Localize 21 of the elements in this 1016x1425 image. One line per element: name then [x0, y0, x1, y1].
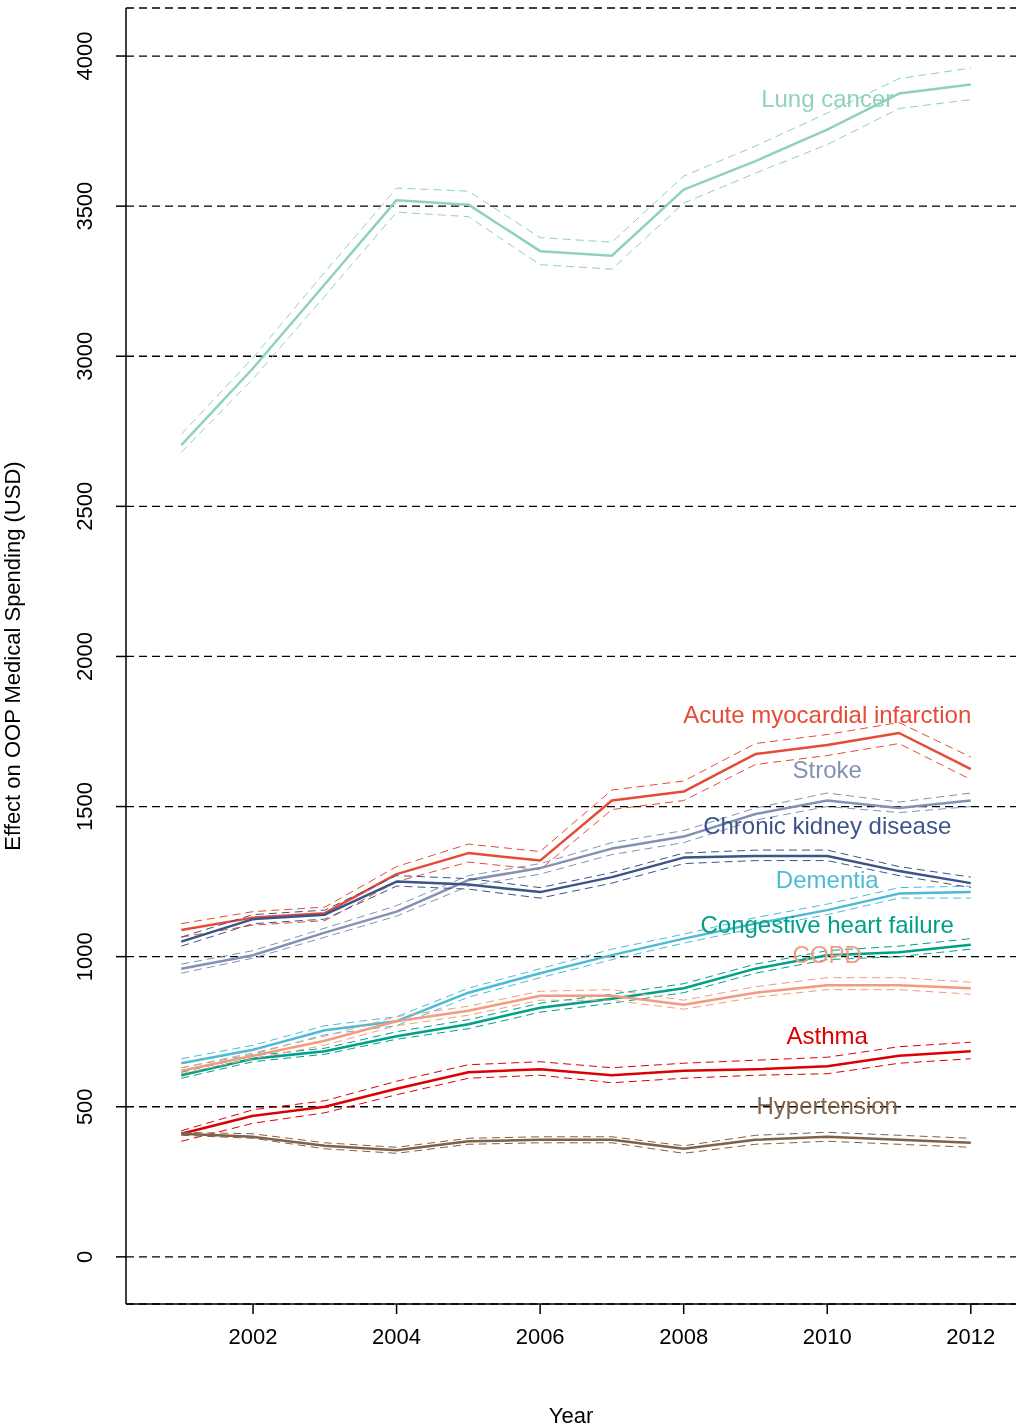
y-tick-label: 4000	[72, 31, 97, 81]
y-tick-label: 3000	[72, 331, 97, 381]
x-tick-label: 2002	[228, 1323, 278, 1349]
y-tick-label: 2500	[72, 481, 97, 531]
x-tick-label: 2008	[659, 1323, 709, 1349]
x-tick-label: 2006	[515, 1323, 565, 1349]
x-tick-label: 2004	[372, 1323, 422, 1349]
y-tick-label: 1000	[72, 932, 97, 982]
y-axis-title: Effect on OOP Medical Spending (USD)	[0, 461, 25, 851]
series-label: Acute myocardial infarction	[683, 700, 972, 728]
series-label: Dementia	[775, 865, 880, 893]
y-tick-label: 3500	[72, 181, 97, 231]
y-tick-label: 2000	[72, 631, 97, 681]
series-label: Asthma	[786, 1021, 869, 1049]
x-tick-label: 2010	[802, 1323, 852, 1349]
y-tick-label: 1500	[72, 782, 97, 832]
y-tick-label: 0	[72, 1250, 97, 1263]
y-tick-label: 500	[72, 1088, 97, 1126]
x-axis-title: Year	[548, 1403, 594, 1425]
x-tick-label: 2012	[946, 1323, 996, 1349]
series-label: Stroke	[792, 756, 862, 784]
